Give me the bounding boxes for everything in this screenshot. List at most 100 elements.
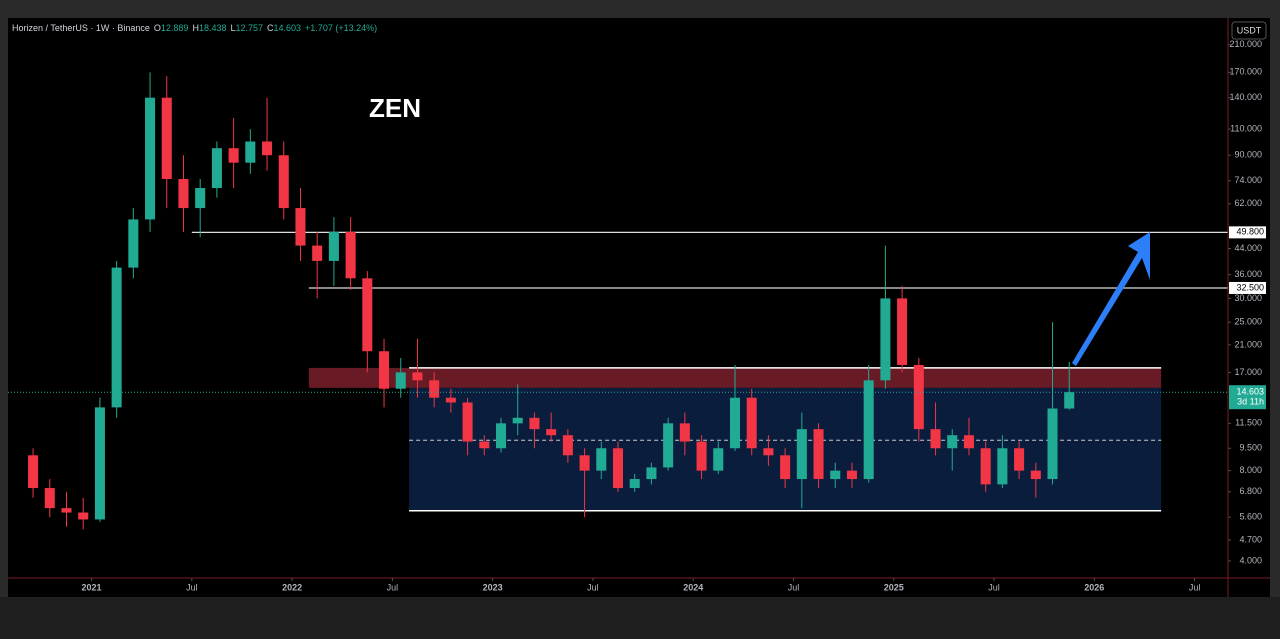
y-tick-label: 36.000 bbox=[1234, 269, 1262, 279]
candle-body bbox=[830, 470, 841, 480]
candle-body bbox=[579, 455, 590, 471]
candle-body bbox=[278, 155, 289, 209]
candle-body bbox=[846, 470, 857, 480]
header-text: 12.757 bbox=[235, 23, 263, 33]
header-text: O bbox=[154, 23, 161, 33]
candle-body bbox=[111, 267, 122, 408]
currency[interactable]: USDT bbox=[1237, 25, 1262, 35]
candle-body bbox=[629, 479, 640, 489]
candle-body bbox=[295, 208, 306, 246]
y-tick-label: 21.000 bbox=[1234, 339, 1262, 349]
x-tick-label: Jul bbox=[186, 582, 198, 592]
countdown: 3d 11h bbox=[1237, 397, 1264, 407]
candle-body bbox=[663, 423, 674, 468]
candle-body bbox=[562, 435, 573, 456]
candle-body bbox=[128, 219, 139, 268]
y-tick-label: 30.000 bbox=[1234, 293, 1262, 303]
candle-body bbox=[61, 508, 72, 513]
y-tick-label: 17.000 bbox=[1234, 367, 1262, 377]
level-label: 49.800 bbox=[1236, 227, 1264, 237]
last-price-tag bbox=[1229, 385, 1266, 410]
candle-body bbox=[328, 231, 339, 261]
y-tick-label: 6.800 bbox=[1239, 486, 1262, 496]
y-tick-label: 110.000 bbox=[1230, 123, 1262, 133]
candle-body bbox=[1014, 448, 1025, 471]
y-tick-label: 4.700 bbox=[1239, 534, 1262, 544]
candle-body bbox=[880, 298, 891, 381]
candle-body bbox=[228, 148, 239, 163]
x-tick-label: 2024 bbox=[683, 582, 703, 592]
candle-body bbox=[863, 380, 874, 480]
x-tick-label: 2022 bbox=[282, 582, 302, 592]
candle-body bbox=[379, 351, 390, 389]
candle-body bbox=[395, 372, 406, 389]
x-tick-label: Jul bbox=[788, 582, 800, 592]
level-label: 32.500 bbox=[1236, 282, 1264, 292]
candle-body bbox=[679, 423, 690, 442]
candle-body bbox=[980, 448, 991, 485]
candle-body bbox=[262, 141, 273, 156]
x-tick-label: 2026 bbox=[1084, 582, 1104, 592]
last-price-label: 14.603 bbox=[1236, 387, 1264, 397]
candle-body bbox=[947, 435, 958, 449]
candle-body bbox=[596, 448, 607, 471]
header-text: 14.603 bbox=[274, 23, 302, 33]
y-tick-label: 44.000 bbox=[1234, 243, 1262, 253]
y-tick-label: 9.500 bbox=[1239, 443, 1262, 453]
x-tick-label: 2025 bbox=[884, 582, 904, 592]
chart-title: ZEN bbox=[369, 93, 421, 123]
candle-body bbox=[412, 372, 423, 381]
arrow bbox=[1072, 232, 1150, 366]
header-text: Horizen / TetherUS · 1W · Binance bbox=[12, 23, 150, 33]
candle-body bbox=[529, 417, 540, 430]
header-text: L bbox=[230, 23, 235, 33]
candle-body bbox=[28, 455, 39, 489]
y-tick-label: 62.000 bbox=[1234, 198, 1262, 208]
candle-body bbox=[211, 148, 222, 188]
candle-body bbox=[145, 97, 156, 220]
candle-body bbox=[178, 178, 189, 209]
candle-body bbox=[1030, 470, 1041, 480]
candle-body bbox=[546, 429, 557, 436]
currency-button[interactable] bbox=[1231, 21, 1267, 40]
candle-body bbox=[813, 429, 824, 480]
y-tick-label: 170.000 bbox=[1229, 67, 1262, 77]
y-tick-label: 210.000 bbox=[1229, 39, 1262, 49]
candle-body bbox=[997, 448, 1008, 485]
candle-body bbox=[646, 467, 657, 480]
candle-body bbox=[362, 278, 373, 352]
candle-body bbox=[963, 435, 974, 449]
y-tick-label: 5.600 bbox=[1239, 511, 1262, 521]
x-tick-label: Jul bbox=[587, 582, 599, 592]
candle-body bbox=[496, 423, 507, 449]
candle-body bbox=[94, 407, 105, 520]
candle-body bbox=[462, 402, 473, 442]
candle-body bbox=[780, 455, 791, 480]
candle-body bbox=[897, 298, 908, 365]
plot-layer: 210.000 170.000 140.000 110.000 90.000 74.000… bbox=[8, 39, 1266, 592]
level-tag bbox=[1229, 226, 1266, 239]
candle-body bbox=[696, 441, 707, 471]
header-text: H bbox=[192, 23, 199, 33]
candle-body bbox=[796, 429, 807, 480]
candle-body bbox=[312, 245, 323, 261]
candle-body bbox=[78, 512, 89, 520]
y-tick-label: 4.000 bbox=[1239, 555, 1262, 565]
header-text: 12.889 bbox=[161, 23, 189, 33]
candle-body bbox=[345, 231, 356, 279]
header-text: +1.707 (+13.24%) bbox=[305, 23, 377, 33]
candle-body bbox=[479, 441, 490, 449]
candle-body bbox=[713, 448, 724, 471]
level-tag bbox=[1229, 281, 1266, 294]
candle-body bbox=[1047, 408, 1058, 480]
candle-body bbox=[729, 397, 740, 449]
header-text: 18.438 bbox=[199, 23, 227, 33]
candle-body bbox=[612, 448, 624, 489]
candle-body bbox=[763, 448, 774, 456]
candle-body bbox=[512, 417, 523, 424]
y-tick-label: 8.000 bbox=[1239, 465, 1262, 475]
y-tick-label: 140.000 bbox=[1229, 92, 1262, 102]
candle-body bbox=[195, 187, 206, 209]
candle-body bbox=[746, 397, 757, 449]
